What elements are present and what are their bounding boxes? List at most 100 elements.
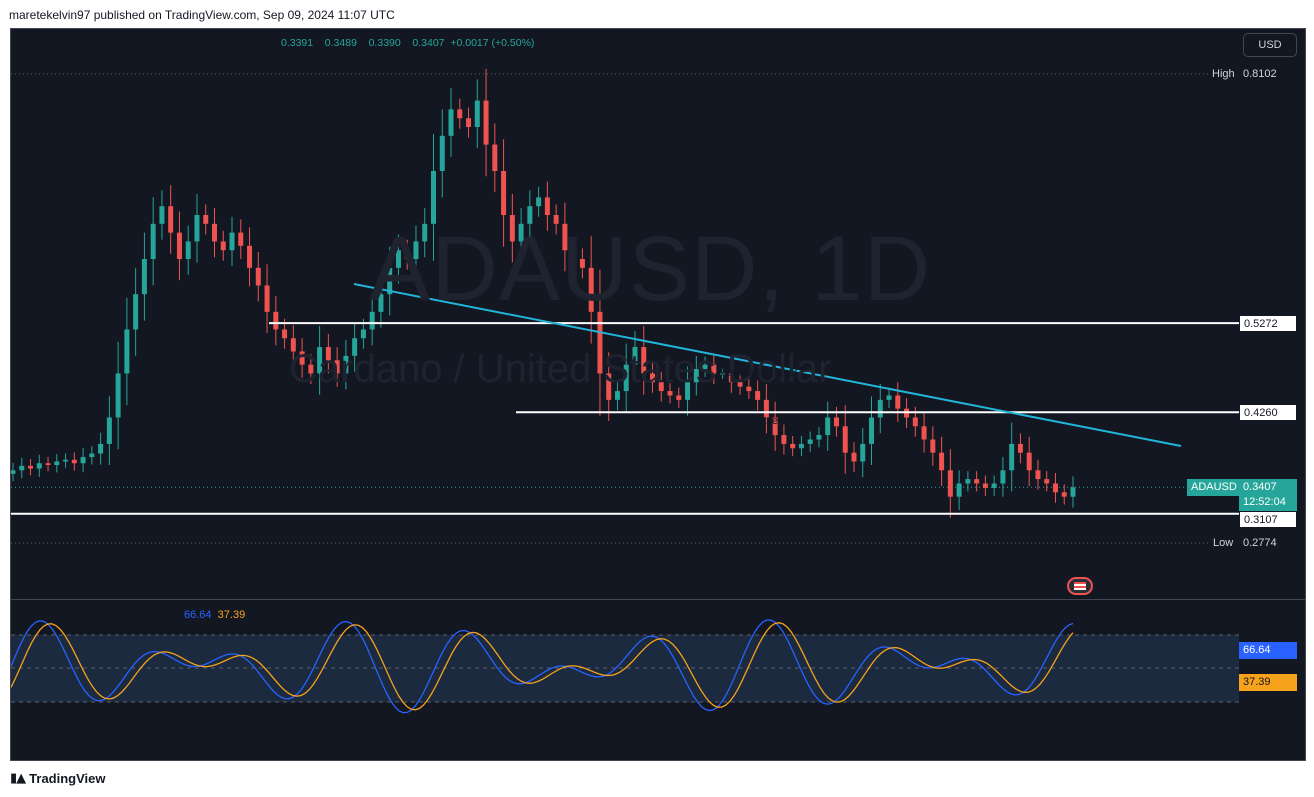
candle-body — [921, 426, 927, 440]
candle-body — [308, 364, 314, 374]
candle-body — [947, 470, 953, 497]
candle-body — [790, 443, 796, 449]
candle-body — [912, 417, 918, 427]
candle-body — [798, 443, 804, 449]
low-tag: Low — [1209, 535, 1238, 552]
stoch-k-line — [11, 619, 1074, 714]
candle-body — [185, 241, 191, 260]
publisher-line: maretekelvin97 published on TradingView.… — [9, 8, 395, 22]
candle-body — [982, 483, 988, 488]
resistance-price-label: 0.5272 — [1239, 315, 1297, 332]
candle-body — [282, 329, 288, 339]
countdown-label: 12:52:04 — [1239, 494, 1297, 511]
candle-body — [325, 347, 331, 361]
descending-trendline — [353, 283, 1182, 447]
candle-body — [439, 135, 445, 172]
candle-body — [974, 479, 980, 484]
last-price-label: 0.3407 — [1239, 479, 1297, 496]
candle-body — [352, 338, 358, 356]
candle-body — [825, 417, 831, 436]
candle-body — [1026, 452, 1032, 471]
candle-body — [527, 206, 533, 224]
candle-body — [676, 395, 682, 400]
candle-body — [1009, 443, 1015, 471]
candle-body — [641, 347, 647, 374]
candle-body — [220, 241, 226, 251]
candle-body — [851, 452, 857, 462]
tradingview-logo-icon: ▮▲ — [10, 771, 26, 786]
resistance-annotation: Resistance level — [717, 367, 798, 379]
legend-low: 0.3390 — [368, 37, 401, 49]
candle-body — [886, 395, 892, 400]
chart-pane[interactable]: ADAUSD, 1D Cardano / United States Dolla… — [10, 28, 1306, 761]
candle-body — [711, 364, 717, 374]
candle-body — [772, 417, 778, 436]
candle-body — [54, 461, 60, 466]
candle-body — [693, 369, 699, 383]
stoch-legend: 66.64 37.39 — [184, 609, 245, 621]
candle-body — [1061, 492, 1067, 497]
candle-body — [422, 223, 428, 242]
candle-body — [19, 465, 25, 471]
candle-body — [474, 100, 480, 127]
candle-body — [781, 435, 787, 444]
candle-body — [194, 215, 200, 242]
candle-body — [536, 197, 542, 207]
candle-body — [518, 223, 524, 242]
candle-body — [457, 109, 463, 119]
candle-body — [45, 463, 51, 466]
candle-body — [229, 232, 235, 251]
candle-body — [702, 364, 708, 370]
symbol-tag: ADAUSD — [1187, 479, 1241, 496]
candle-body — [492, 144, 498, 172]
candle-body — [816, 435, 822, 440]
candle-body — [36, 463, 42, 469]
candle-body — [869, 417, 875, 444]
candle-body — [203, 215, 209, 224]
candle-body — [720, 373, 726, 375]
candle-body — [290, 338, 296, 352]
candle-body — [956, 483, 962, 497]
legend-close: 0.3407 — [412, 37, 445, 49]
candle-body — [264, 285, 270, 312]
candle-body — [360, 329, 366, 339]
candle-body — [141, 259, 147, 295]
currency-button[interactable]: USD — [1243, 33, 1297, 57]
candle-body — [1044, 479, 1050, 484]
candle-body — [466, 118, 472, 127]
candle-body — [115, 373, 121, 418]
candle-body — [343, 355, 349, 374]
candle-body — [606, 373, 612, 400]
candle-body — [247, 245, 253, 268]
candle-body — [579, 259, 585, 268]
economic-events-icon[interactable] — [1067, 577, 1093, 595]
candle-body — [273, 311, 279, 330]
candle-body — [737, 382, 743, 387]
candle-body — [124, 329, 130, 374]
legend-high: 0.3489 — [324, 37, 357, 49]
candle-body — [597, 311, 603, 374]
candle-body — [623, 364, 629, 392]
candle-body — [106, 417, 112, 444]
candle-body — [317, 347, 323, 374]
support-annotation: Support level — [728, 415, 793, 427]
candle-body — [877, 399, 883, 418]
tradingview-logo[interactable]: ▮▲ TradingView — [10, 771, 106, 786]
candle-body — [965, 479, 971, 484]
low-price-label: 0.2774 — [1239, 535, 1297, 552]
candle-body — [571, 250, 577, 260]
candle-body — [667, 391, 673, 396]
candle-body — [378, 294, 384, 312]
candlestick-chart[interactable] — [11, 29, 1306, 761]
stoch-k-legend: 66.64 — [184, 609, 212, 621]
candle-body — [159, 206, 165, 224]
candle-body — [562, 223, 568, 251]
candle-body — [430, 171, 436, 224]
candle-body — [833, 417, 839, 427]
candle-body — [1070, 487, 1076, 497]
candle-body — [71, 459, 77, 464]
candle-body — [860, 443, 866, 462]
pane-separator[interactable] — [11, 599, 1305, 600]
candle-body — [763, 399, 769, 418]
candle-body — [448, 109, 454, 136]
